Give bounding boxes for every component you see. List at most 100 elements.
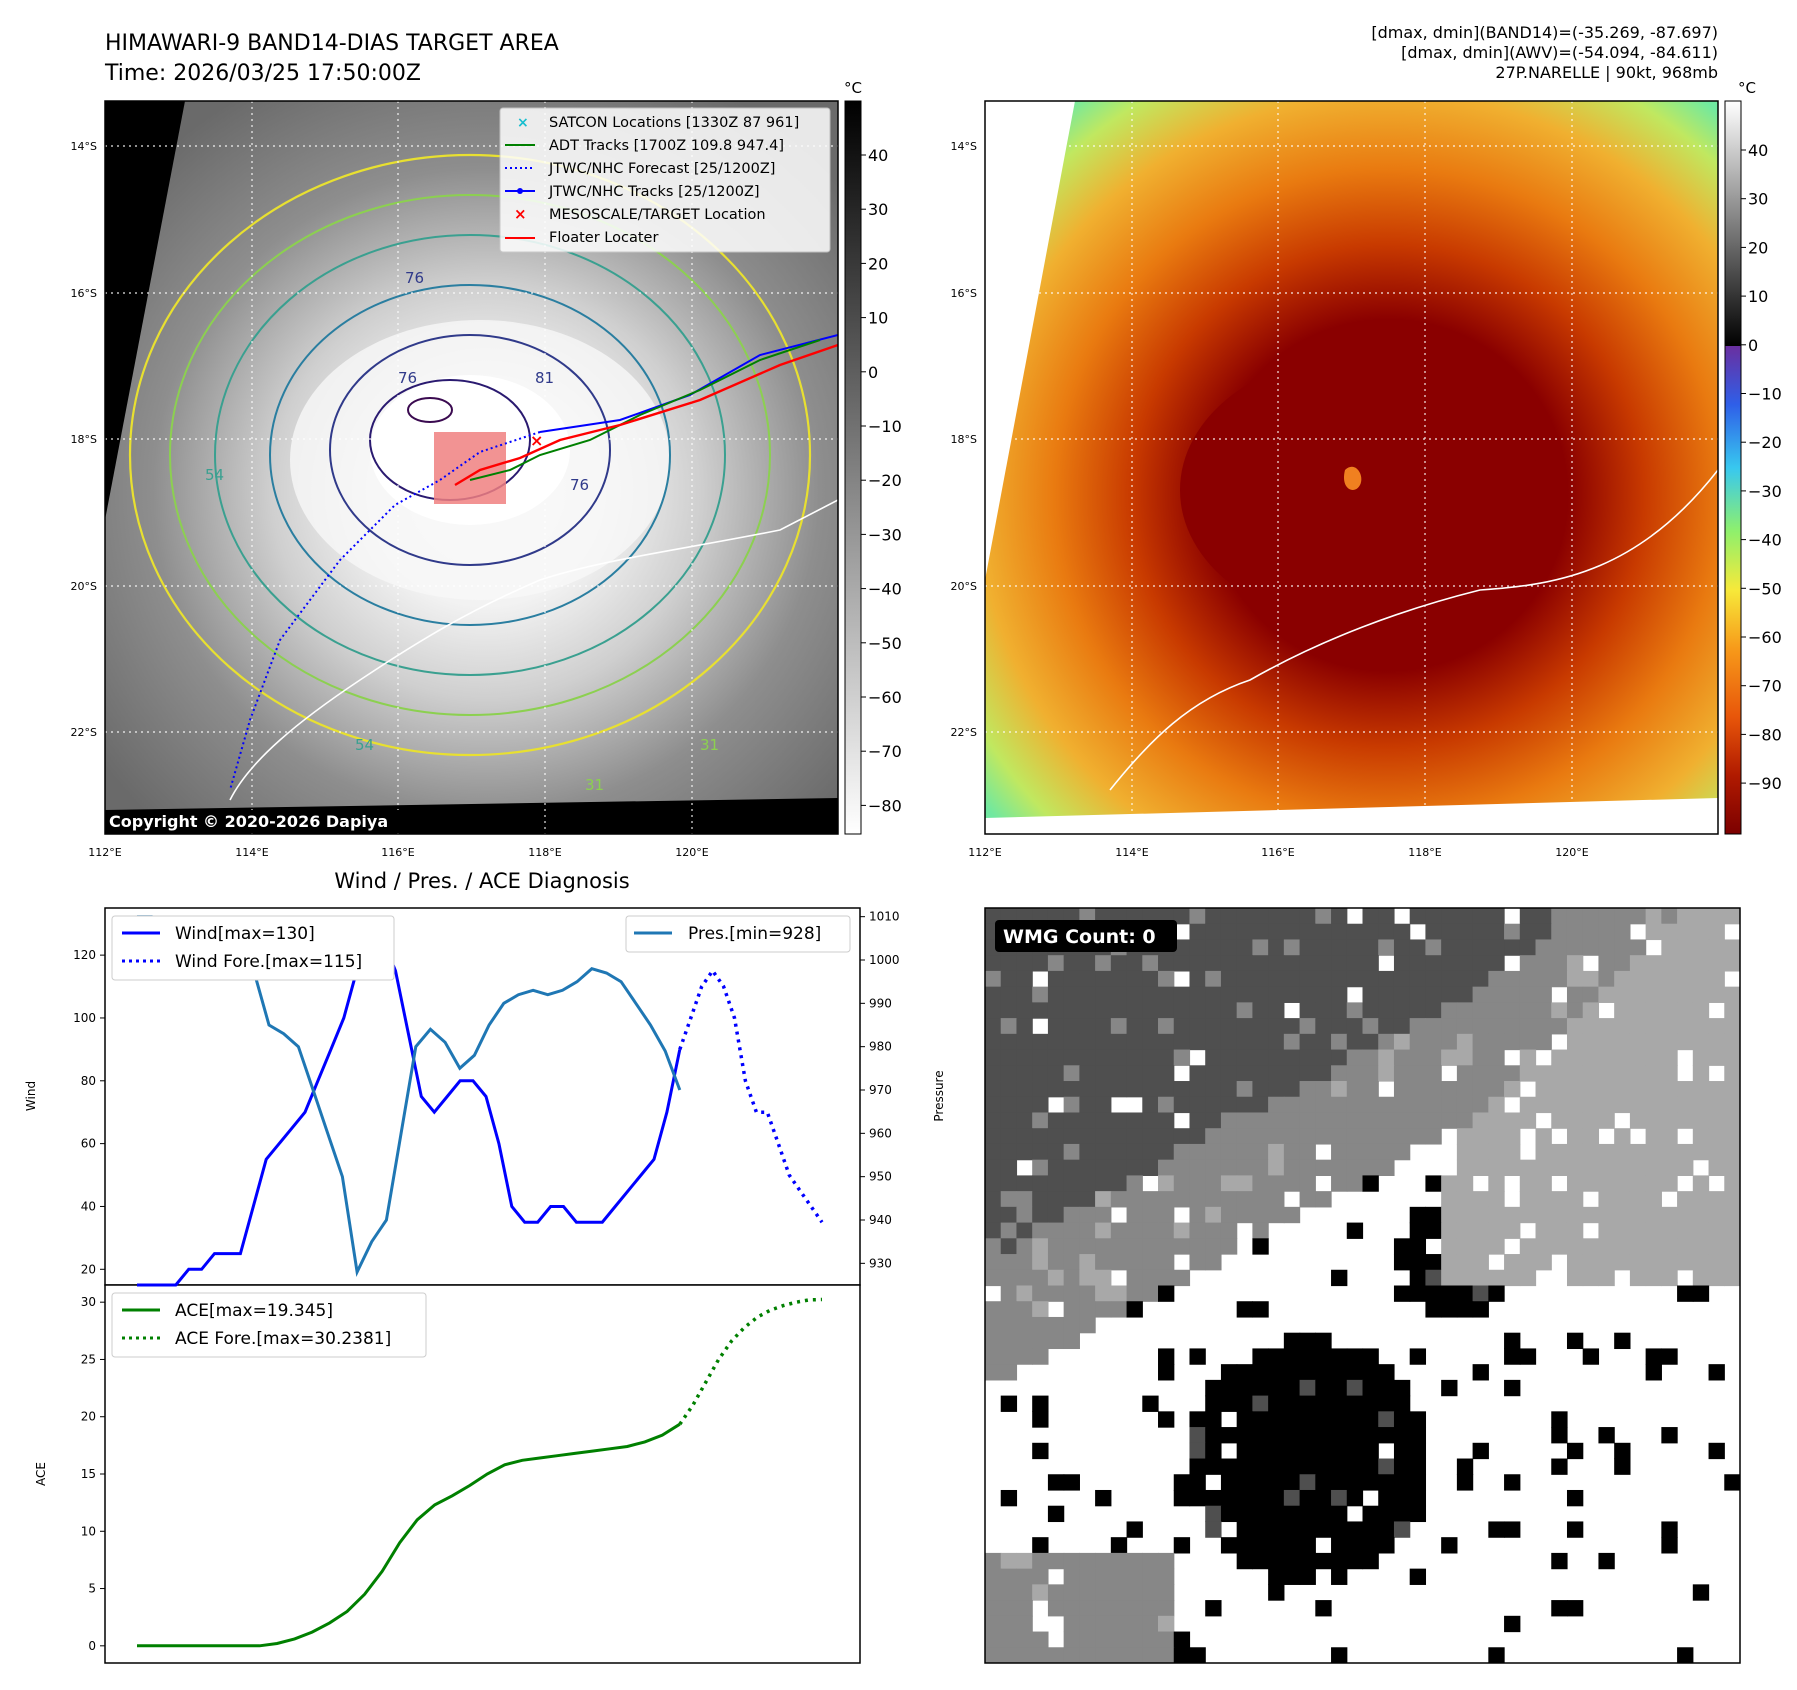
wmg-frame	[984, 907, 1741, 1664]
awv-lon-label: 116°E	[1261, 846, 1294, 859]
ir-lat-label: 18°S	[71, 433, 97, 446]
contour-label: 54	[205, 466, 224, 484]
ir-lon-label: 116°E	[381, 846, 414, 859]
ir-colorbar-tick: 40	[868, 146, 888, 165]
contour-label: 31	[700, 736, 719, 754]
jtwc-forecast	[229, 431, 541, 791]
wind-tick: 40	[81, 1199, 96, 1213]
ir-colorbar-tick: −60	[868, 688, 902, 707]
awv-colorbar-tick: −70	[1748, 677, 1782, 696]
wmg-count: WMG Count: 0	[1003, 926, 1156, 948]
copyright-text: Copyright © 2020-2026 Dapiya	[109, 812, 388, 831]
ir-colorbar-tick: 0	[868, 363, 878, 382]
legend-label: SATCON Locations [1330Z 87 961]	[549, 115, 799, 131]
pressure-tick: 1000	[869, 953, 900, 967]
pressure-tick: 930	[869, 1256, 892, 1270]
contour-label: 54	[355, 736, 374, 754]
ir-lat-label: 20°S	[71, 580, 97, 593]
ir-map-panel: HIMAWARI-9 BAND14-DIAS TARGET AREA Time:…	[104, 31, 902, 835]
awv-lat-label: 16°S	[951, 287, 977, 300]
pressure-tick: 960	[869, 1126, 892, 1140]
ir-lat-label: 14°S	[71, 140, 97, 153]
awv-colorbar-tick: −90	[1748, 774, 1782, 793]
awv-colorbar-tick: −50	[1748, 579, 1782, 598]
ace-ylabel: ACE	[34, 1462, 48, 1486]
pressure-tick: 980	[869, 1040, 892, 1054]
awv-lon-label: 120°E	[1555, 846, 1588, 859]
awv-colorbar-tick: −20	[1748, 433, 1782, 452]
awv-info-line3: 27P.NARELLE | 90kt, 968mb	[1495, 63, 1718, 82]
awv-colorbar-top	[1725, 101, 1741, 346]
pressure-tick: 950	[869, 1170, 892, 1184]
pressure-tick: 940	[869, 1213, 892, 1227]
awv-colorbar-tick: −30	[1748, 482, 1782, 501]
ir-colorbar-tick: −10	[868, 417, 902, 436]
ir-colorbar-tick: −80	[868, 796, 902, 815]
awv-colorbar-tick: −60	[1748, 628, 1782, 647]
awv-colorbar-tick: −10	[1748, 385, 1782, 404]
ir-colorbar-tick: −30	[868, 525, 902, 544]
ir-lat-label: 22°S	[71, 726, 97, 739]
wind-tick: 120	[73, 948, 96, 962]
ir-frame	[104, 100, 839, 835]
legend-label: Floater Locater	[549, 230, 658, 246]
ir-title-line1: HIMAWARI-9 BAND14-DIAS TARGET AREA	[105, 31, 559, 56]
map-axis-labels: 14°S 14°S 16°S 16°S 18°S 18°S 20°S 20°S 22°S 22°S…	[71, 140, 1589, 859]
ir-legend: × × SATCON Locations [1330Z 87 961] ADT …	[499, 107, 831, 253]
pressure-legend: Pres.[min=928]	[625, 915, 851, 953]
ace-forecast-line	[678, 1297, 823, 1426]
awv-colorbar-tick: 30	[1748, 190, 1768, 209]
ace-tick: 0	[88, 1639, 96, 1653]
awv-colorbar-tick: 0	[1748, 336, 1758, 355]
ir-colorbar-tick: −40	[868, 580, 902, 599]
legend-ace-fore: ACE Fore.[max=30.2381]	[175, 1329, 391, 1349]
ir-lon-label: 112°E	[88, 846, 121, 859]
ir-lat-label: 16°S	[71, 287, 97, 300]
ir-title-line2: Time: 2026/03/25 17:50:00Z	[104, 61, 421, 86]
ace-lines	[137, 1297, 823, 1648]
awv-lat-label: 22°S	[951, 726, 977, 739]
awv-info-line1: [dmax, dmin](BAND14)=(-35.269, -87.697)	[1371, 23, 1718, 42]
ace-line	[137, 1422, 681, 1648]
ir-colorbar-tick: −70	[868, 742, 902, 761]
legend-marker-mesoscale: ×	[514, 205, 527, 223]
ir-colorbar-tick: 10	[868, 309, 888, 328]
awv-lon-label: 118°E	[1408, 846, 1441, 859]
wind-tick: 20	[81, 1262, 96, 1276]
ir-lon-label: 120°E	[675, 846, 708, 859]
ir-lon-label: 114°E	[235, 846, 268, 859]
awv-lat-label: 20°S	[951, 580, 977, 593]
legend-label: MESOSCALE/TARGET Location	[549, 207, 766, 223]
wind-tick: 100	[73, 1011, 96, 1025]
awv-colorbar-tick: 20	[1748, 238, 1768, 257]
ir-colorbar-ticks: 40 30 20 10 0 −10 −20 −30 −40 −50 −60 −70 −80	[861, 146, 902, 815]
wmg-badge	[995, 920, 1177, 952]
pressure-ticks: 930 940 950 960 970 980 990 1000 1010	[860, 910, 900, 1270]
awv-colorbar-ticks: 40 30 20 10 0 −10 −20 −30 −40 −50 −60 −70 −80 −90	[1741, 141, 1782, 793]
contour-label: 76	[570, 476, 589, 494]
ace-tick: 15	[81, 1467, 96, 1481]
wind-line	[137, 920, 682, 1287]
ace-tick: 5	[88, 1582, 96, 1596]
target-box	[434, 432, 506, 504]
ir-colorbar-tick: −50	[868, 634, 902, 653]
pressure-tick: 990	[869, 996, 892, 1010]
ace-legend: ACE[max=19.345] ACE Fore.[max=30.2381]	[111, 1292, 427, 1358]
pressure-tick: 970	[869, 1083, 892, 1097]
legend-wind: Wind[max=130]	[175, 924, 315, 944]
awv-map-panel: [dmax, dmin](BAND14)=(-35.269, -87.697) …	[984, 23, 1782, 835]
wind-legend: Wind[max=130] Wind Fore.[max=115]	[111, 915, 395, 981]
wind-tick: 60	[81, 1137, 96, 1151]
ir-colorbar-tick: −20	[868, 471, 902, 490]
legend-pressure: Pres.[min=928]	[688, 924, 821, 944]
ir-lon-label: 118°E	[528, 846, 561, 859]
awv-image	[985, 101, 1718, 834]
awv-colorbar-bottom	[1725, 346, 1741, 834]
awv-lat-label: 18°S	[951, 433, 977, 446]
copyright-box	[105, 810, 415, 832]
wind-ylabel: Wind	[24, 1081, 38, 1111]
contour-label: 81	[535, 369, 554, 387]
diagnosis-title: Wind / Pres. / ACE Diagnosis	[334, 869, 629, 893]
ace-tick: 10	[81, 1524, 96, 1538]
